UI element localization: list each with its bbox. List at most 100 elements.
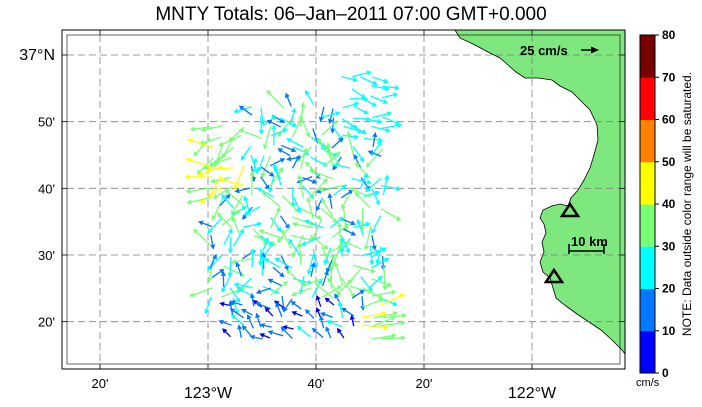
current-vector [346, 130, 355, 157]
current-vector [349, 314, 355, 327]
current-vector [269, 166, 284, 187]
current-vector [306, 255, 314, 276]
current-vector [360, 296, 366, 311]
current-vector [260, 255, 266, 276]
colorbar-band-7 [640, 35, 655, 78]
colorbar-tick-5: 50 [662, 155, 676, 169]
site-marker-1 [559, 201, 581, 218]
map-title: MNTY Totals: 06–Jan–2011 07:00 GMT+0.000 [155, 4, 547, 25]
current-vector [373, 311, 399, 319]
current-vector [380, 184, 402, 191]
map-frame-outer [66, 34, 621, 365]
latitude-labels: 37°N 50' 40' 30' 20' [19, 47, 55, 330]
colorbar-tick-1: 10 [662, 324, 676, 338]
colorbar-tick-3: 30 [662, 239, 676, 253]
colorbar-note: NOTE: Data outside color range will be s… [680, 72, 694, 336]
current-vector [301, 185, 315, 199]
current-vector [275, 301, 283, 318]
current-vector [281, 228, 292, 249]
current-vector [238, 128, 263, 140]
map-frame [61, 29, 626, 370]
current-vector [321, 111, 341, 118]
lon-label-0: 20' [92, 376, 109, 391]
current-vector [229, 300, 243, 306]
current-vector [210, 235, 216, 250]
current-vector [342, 227, 357, 236]
current-vector [218, 134, 242, 147]
current-vector [224, 189, 245, 206]
current-vector [291, 115, 303, 138]
colorbar-band-5 [640, 119, 655, 163]
current-vector [289, 107, 297, 126]
current-vector [259, 322, 272, 329]
current-vector [212, 186, 233, 199]
current-vector [217, 177, 244, 186]
current-vector [314, 282, 334, 299]
current-vector [360, 276, 373, 292]
current-vector [375, 246, 382, 265]
site-marker-2 [543, 267, 565, 284]
lat-label-1: 50' [38, 115, 55, 130]
colorbar-unit: cm/s [636, 377, 660, 389]
current-vector [297, 174, 305, 199]
current-vector [241, 308, 253, 316]
current-vector [227, 256, 233, 278]
current-vector [310, 262, 316, 277]
current-vector [311, 327, 324, 339]
current-vector [243, 221, 263, 228]
current-vector [292, 196, 302, 213]
colorbar-tick-7: 70 [662, 70, 676, 84]
current-vector [381, 92, 399, 99]
current-vector [337, 300, 344, 319]
current-vector [340, 76, 358, 82]
current-vector [270, 128, 289, 137]
current-vector [336, 327, 345, 339]
current-vector [198, 220, 213, 228]
current-vector [319, 311, 334, 318]
current-vector [381, 335, 407, 341]
current-vector [221, 209, 242, 226]
current-vector [266, 89, 285, 109]
current-vector [186, 196, 211, 205]
current-vector [285, 92, 292, 107]
lat-label-0: 37°N [19, 47, 55, 64]
colorbar-tick-2: 20 [662, 282, 676, 296]
current-vector [267, 330, 284, 337]
current-vector [352, 70, 372, 78]
current-vector [204, 296, 212, 315]
current-vector [331, 137, 344, 149]
current-vector [221, 274, 232, 293]
scale-bar: 10 km [568, 234, 608, 254]
current-vector [261, 191, 281, 208]
current-vector [240, 145, 252, 161]
current-vector [321, 270, 329, 287]
current-vector [291, 311, 303, 317]
current-vector [249, 292, 255, 307]
current-vector [328, 264, 334, 289]
current-vector [288, 238, 301, 256]
current-vector [232, 228, 244, 247]
reference-arrow: 25 cm/s [520, 43, 599, 58]
current-vector [283, 298, 293, 313]
current-vector [318, 106, 325, 123]
current-vector [320, 197, 334, 218]
current-vector [362, 287, 384, 300]
current-vector [290, 300, 302, 310]
colorbar-tick-6: 60 [662, 113, 676, 127]
current-vector [255, 287, 272, 295]
current-vector [207, 255, 223, 271]
current-vector [267, 278, 283, 287]
current-vector [235, 261, 242, 277]
current-vector [260, 166, 275, 177]
longitude-labels: 20' 123°W 40' 20' 122°W [92, 376, 557, 402]
current-vector [336, 221, 342, 246]
current-vector [352, 264, 377, 274]
current-vector [233, 282, 253, 289]
current-vector [223, 265, 246, 277]
current-vector [234, 187, 251, 194]
current-vector [380, 320, 407, 327]
current-vector [356, 218, 365, 237]
current-vector [304, 309, 315, 319]
current-vector [246, 314, 254, 329]
current-vector [205, 166, 234, 173]
